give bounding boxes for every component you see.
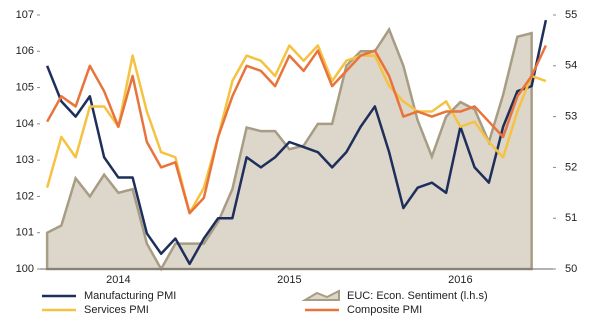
y-tick-label: 107 (16, 9, 34, 21)
x-tick-label: 2016 (448, 274, 472, 286)
legend-label: EUC: Econ. Sentiment (l.h.s) (347, 290, 488, 302)
y-tick-label: 101 (16, 227, 34, 239)
legend-label: Manufacturing PMI (84, 290, 176, 302)
legend-label: Composite PMI (347, 304, 422, 316)
y-tick-label: 106 (16, 45, 34, 57)
y-tick-label: 103 (16, 154, 34, 166)
y2-tick-label: 52 (565, 161, 577, 173)
legend-swatch (301, 289, 340, 301)
area (45, 26, 533, 272)
y-tick-label: 105 (16, 81, 34, 93)
y2-tick-label: 54 (565, 60, 577, 72)
y-tick-label: 100 (16, 263, 34, 275)
y2-tick-label: 53 (565, 111, 577, 123)
x-tick-label: 2014 (106, 274, 130, 286)
legend-label: Services PMI (84, 304, 149, 316)
line (45, 44, 547, 215)
line (45, 19, 548, 266)
y2-tick-label: 51 (565, 212, 577, 224)
y-tick-label: 102 (16, 190, 34, 202)
y2-tick-label: 50 (565, 263, 577, 275)
y-tick-label: 104 (16, 118, 34, 130)
x-tick-label: 2015 (277, 274, 301, 286)
y2-tick-label: 55 (565, 9, 577, 21)
line (46, 44, 548, 215)
